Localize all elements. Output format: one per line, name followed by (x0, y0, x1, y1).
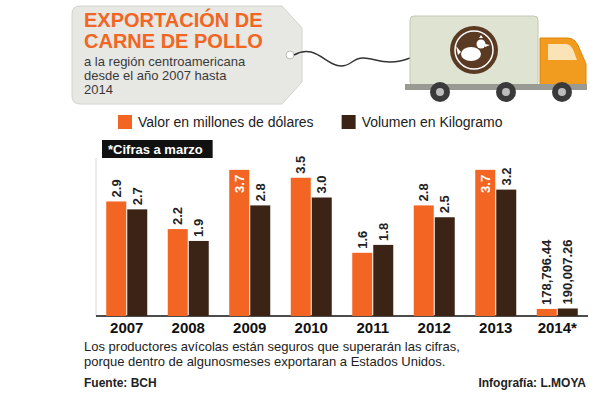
annotation-box (102, 140, 213, 158)
subtitle: a la región centroamericana (84, 54, 246, 69)
x-tick-label: 2008 (172, 319, 205, 336)
tag-hole (286, 51, 294, 59)
truck-wheel (430, 82, 450, 102)
legend-swatch (342, 115, 356, 129)
y-axis-line (96, 158, 97, 316)
bar (496, 190, 516, 316)
legend-label: Valor en millones de dólares (138, 114, 314, 130)
annotation: *Cifras a marzo (102, 140, 213, 158)
legend-label: Volumen en Kilogramo (362, 114, 503, 130)
legend-swatch (118, 115, 132, 129)
bar (414, 205, 434, 316)
chicken-body (461, 47, 481, 61)
data-label: 3.2 (499, 168, 514, 186)
subtitle: desde el año 2007 hasta (84, 68, 227, 83)
note: porque dentro de algunosmeses exportaran… (84, 354, 445, 369)
x-tick-label: 2011 (356, 319, 389, 336)
data-label: 178,796.44 (539, 239, 554, 305)
data-label: 2.8 (253, 183, 268, 201)
chicken-badge-ring (455, 31, 493, 69)
bar (106, 201, 126, 316)
data-label: 2.9 (109, 179, 124, 197)
chicken-comb (479, 35, 483, 38)
annotation-text: *Cifras a marzo (108, 142, 203, 157)
data-label: 1.6 (355, 231, 370, 249)
header: EXPORTACIÓN DECARNE DE POLLO a la región … (72, 6, 410, 104)
note: Los productores avícolas están seguros q… (84, 339, 460, 354)
x-tick-label: 2012 (418, 319, 451, 336)
bar (291, 178, 311, 316)
truck-window (548, 44, 577, 60)
bar (558, 308, 578, 316)
bar (229, 170, 249, 316)
footer: Los productores avícolas están seguros q… (84, 339, 586, 390)
data-label: 2.5 (437, 195, 452, 213)
x-tick-label: 2009 (233, 319, 266, 336)
data-label: 2.2 (170, 207, 185, 225)
truck-hub (558, 88, 566, 96)
title: EXPORTACIÓN DE (84, 8, 263, 31)
chicken-head (477, 40, 486, 49)
data-label: 3.7 (232, 175, 247, 193)
data-label: 3.7 (478, 175, 493, 193)
truck-hub (502, 88, 510, 96)
x-tick-label: 2013 (479, 319, 512, 336)
data-labels: 2.9 2.2 3.7 3.5 1.6 2.8 3.7 178,796.44 2.7 1.9 2.8… (109, 156, 576, 305)
x-tick-label: 2007 (110, 319, 143, 336)
chicken-beak (485, 44, 490, 47)
bars (106, 170, 578, 316)
bar (475, 170, 495, 316)
x-tick-label: 2010 (295, 319, 328, 336)
credit: Infografía: L.MOYA (478, 376, 586, 390)
source: Fuente: BCH (84, 376, 157, 390)
bar (312, 198, 332, 317)
x-tick-label: 2014* (538, 319, 577, 336)
truck-wheel (552, 82, 572, 102)
data-label: 2.7 (130, 187, 145, 205)
truck-wheel (496, 82, 516, 102)
chicken-badge (450, 26, 498, 74)
bar (373, 245, 393, 316)
bar (250, 205, 270, 316)
data-label: 1.8 (376, 223, 391, 241)
data-label: 1.9 (191, 219, 206, 237)
chicken-tail (456, 46, 461, 55)
bar (352, 253, 372, 316)
truck-icon (405, 16, 587, 102)
bar (189, 241, 209, 316)
data-label: 2.8 (416, 183, 431, 201)
subtitle: 2014 (84, 82, 113, 97)
title: CARNE DE POLLO (84, 30, 263, 52)
legend: Valor en millones de dólares Volumen en K… (118, 114, 503, 130)
axes: 2007 2008 2009 2010 2011 2012 2013 2014* (96, 158, 588, 336)
truck-cargo (410, 16, 538, 86)
chart-svg: EXPORTACIÓN DECARNE DE POLLO a la región … (0, 0, 600, 394)
bar (127, 209, 147, 316)
data-label: 3.0 (314, 175, 329, 193)
truck-hub (436, 88, 444, 96)
tag-shape (72, 6, 302, 104)
data-label: 3.5 (293, 156, 308, 174)
chart-container: EXPORTACIÓN DECARNE DE POLLO a la región … (0, 0, 600, 394)
bar (537, 309, 557, 316)
truck-cab (540, 38, 586, 86)
bar (435, 217, 455, 316)
data-label: 190,007.26 (560, 239, 575, 304)
bar (168, 229, 188, 316)
tag-string (294, 51, 410, 66)
